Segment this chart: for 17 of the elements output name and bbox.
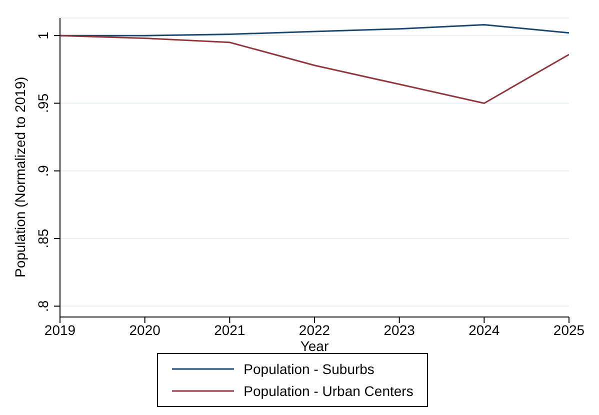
y-tick-label: .85 [35, 228, 51, 248]
x-tick-label: 2022 [298, 322, 330, 338]
y-tick-label: 1 [35, 31, 51, 40]
x-tick-label: 2021 [214, 322, 246, 338]
x-tick-label: 2023 [384, 322, 416, 338]
line-series [60, 34, 569, 104]
y-axis-title: Population (Normalized to 2019) [12, 76, 28, 278]
y-tick-label: .9 [35, 164, 51, 177]
x-tick-label: 2019 [44, 322, 76, 338]
x-tick-label: 2024 [468, 322, 500, 338]
legend-label: Population - Urban Centers [244, 383, 414, 399]
legend-label: Population - Suburbs [244, 361, 374, 377]
y-tick-label: .95 [35, 93, 51, 113]
x-tick-label: 2025 [553, 322, 585, 338]
y-tick-label: .8 [35, 300, 51, 312]
x-axis-title: Year [300, 338, 329, 354]
x-tick-label: 2020 [129, 322, 161, 338]
